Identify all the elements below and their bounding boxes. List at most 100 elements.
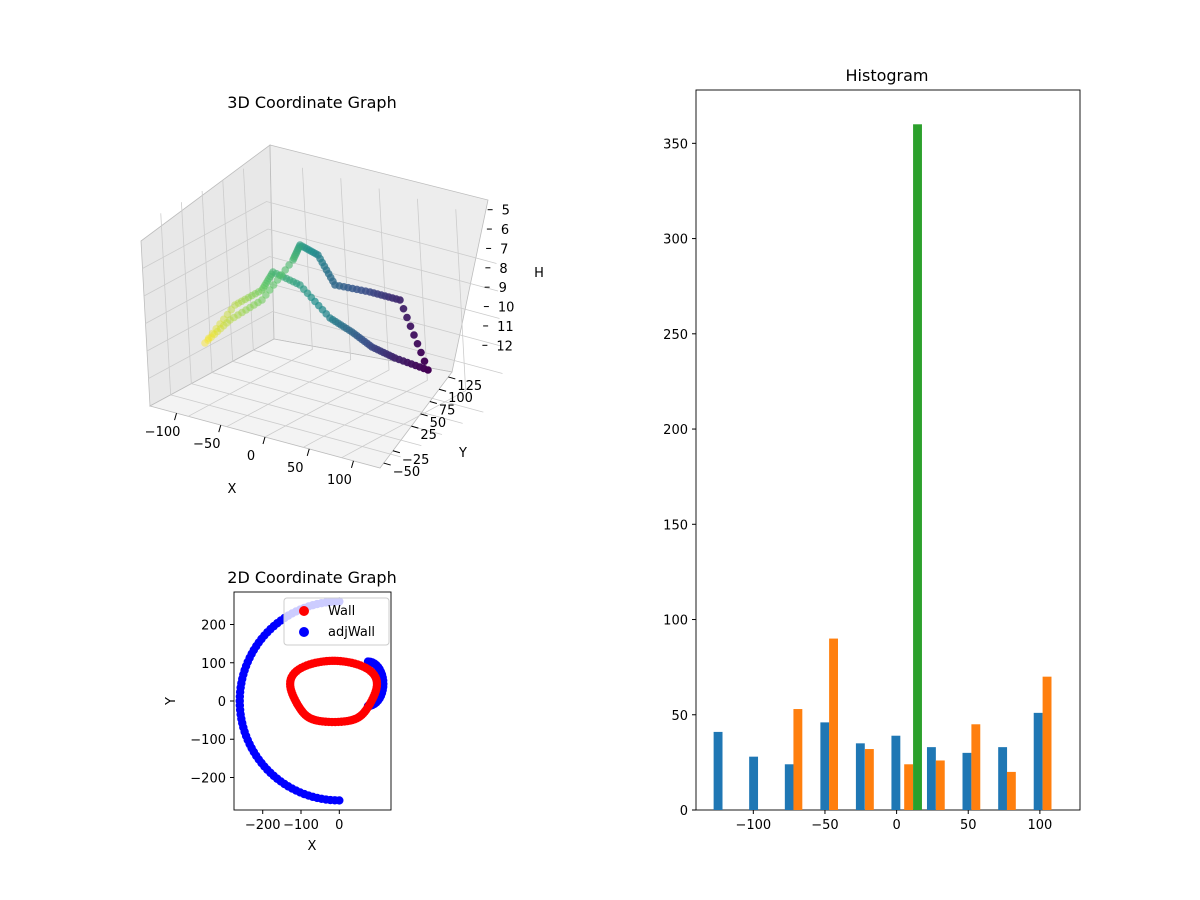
- chart-3d-gridline: [222, 179, 234, 362]
- chart-3d-point: [204, 336, 212, 344]
- chart-3d-ytick-mark: [411, 425, 419, 429]
- chart-3d-xtick-label: 100: [327, 473, 352, 488]
- chart-3d-point: [208, 329, 217, 338]
- chart-3d-title: 3D Coordinate Graph: [227, 93, 396, 112]
- chart-3d-points: [201, 241, 432, 374]
- chart-3d-grid: [142, 167, 503, 459]
- chart-2d-xlabel: X: [308, 839, 317, 854]
- chart-3d-gridline: [181, 202, 192, 384]
- chart-2d-title: 2D Coordinate Graph: [227, 568, 396, 587]
- chart-2d-xtick-label: −200: [245, 818, 281, 833]
- chart-3d-ylabel: Y: [458, 446, 467, 461]
- chart-2d-legend: Wall adjWall: [283, 597, 390, 646]
- histogram-bar-s1-4: [935, 760, 945, 810]
- histogram-bar-s1-0: [793, 709, 803, 810]
- histogram-ytick-label: 250: [663, 328, 688, 343]
- chart-3d-point: [417, 348, 425, 357]
- chart-3d-ztick-label: 8: [499, 262, 507, 277]
- chart-3d: 3D Coordinate Graph −100−50050100−50−252…: [140, 93, 544, 497]
- histogram-plot-area: [695, 89, 1081, 811]
- histogram-bars: [713, 124, 1052, 811]
- chart-3d-point: [212, 324, 221, 333]
- chart-3d-gridline: [253, 349, 484, 413]
- chart-3d-ztick-label: 5: [502, 204, 510, 219]
- histogram-bar-s0-9: [1033, 712, 1043, 810]
- histogram-bar-s1-7: [1042, 676, 1052, 810]
- histogram-xtick-label: −50: [811, 818, 838, 833]
- chart-3d-point: [210, 330, 219, 339]
- chart-3d-ytick-label: 75: [439, 404, 456, 419]
- chart-3d-ztick-label: 10: [498, 301, 515, 316]
- chart-3d-ytick-label: −50: [393, 465, 420, 480]
- chart-3d-point: [420, 357, 429, 366]
- chart-3d-ytick-label: 25: [420, 428, 437, 443]
- chart-3d-point: [219, 321, 228, 330]
- chart-histogram: Histogram −100 −50 0 50 100 0 50 100 150 200 250 30…: [663, 66, 1081, 833]
- chart-3d-point: [406, 322, 415, 331]
- adjwall-point: [335, 796, 344, 805]
- chart-3d-ztick-label: 7: [500, 242, 508, 257]
- histogram-bar-s0-0: [713, 731, 723, 810]
- chart-3d-gridline: [160, 213, 172, 395]
- chart-2d-xtick-label: 0: [335, 818, 343, 833]
- chart-3d-ticks: −100−50050100−50−25255075100125567891011…: [145, 204, 515, 488]
- chart-3d-xtick-label: −100: [145, 425, 181, 440]
- histogram-bar-s0-1: [749, 756, 759, 810]
- chart-3d-xtick-mark: [174, 413, 178, 421]
- chart-3d-point: [413, 339, 422, 348]
- histogram-ytick-label: 50: [671, 709, 688, 724]
- histogram-xtick-label: −100: [735, 818, 771, 833]
- chart-3d-gridline: [341, 209, 467, 459]
- chart-3d-xtick-mark: [306, 448, 310, 457]
- chart-3d-point: [204, 334, 213, 343]
- chart-3d-point: [399, 304, 408, 313]
- histogram-bar-s1-3: [904, 764, 914, 810]
- histogram-xtick-label: 0: [892, 818, 900, 833]
- histogram-bar-s1-2: [864, 749, 874, 810]
- histogram-xtick-label: 50: [960, 818, 977, 833]
- chart-3d-gridline: [243, 168, 254, 351]
- chart-2d-ylabel: Y: [164, 697, 179, 706]
- histogram-bar-s0-3: [820, 722, 830, 810]
- chart-3d-xtick-mark: [218, 424, 222, 433]
- legend-marker-adjwall: [299, 627, 309, 637]
- histogram-ytick-label: 350: [663, 137, 688, 152]
- histogram-ytick-label: 100: [663, 614, 688, 629]
- chart-2d-ytick-label: 0: [218, 695, 226, 710]
- chart-3d-gridline: [142, 201, 497, 269]
- histogram-ytick-label: 300: [663, 233, 688, 248]
- histogram-bar-s0-4: [855, 743, 865, 810]
- chart-3d-point: [424, 366, 432, 374]
- chart-3d-ztick-label: 11: [497, 320, 514, 335]
- chart-3d-point: [403, 313, 411, 322]
- chart-3d-xtick-label: 0: [247, 449, 255, 464]
- chart-3d-point: [216, 324, 225, 333]
- chart-2d-ytick-label: 200: [201, 619, 226, 634]
- chart-3d-point: [201, 339, 209, 347]
- chart-3d-ytick-label: 125: [457, 379, 482, 394]
- chart-3d-gridline: [143, 228, 499, 297]
- histogram-bar-s2-0: [913, 124, 922, 811]
- chart-3d-ztick-label: 12: [496, 339, 513, 354]
- chart-3d-gridline: [303, 198, 428, 448]
- histogram-ytick-label: 200: [663, 423, 688, 438]
- wall-point: [370, 689, 379, 699]
- histogram-ticks: −100 −50 0 50 100 0 50 100 150 200 250 300 350: [663, 137, 1052, 833]
- chart-3d-xlabel: X: [228, 482, 237, 497]
- chart-3d-ytick-label: 100: [448, 391, 473, 406]
- chart-3d-point: [216, 320, 224, 328]
- chart-3d-ytick-mark: [392, 450, 401, 454]
- legend-marker-wall: [299, 606, 309, 616]
- chart-3d-ytick-mark: [429, 401, 437, 405]
- chart-3d-point: [223, 319, 231, 327]
- histogram-ytick-label: 150: [663, 518, 688, 533]
- chart-3d-ytick-mark: [448, 376, 456, 380]
- chart-3d-xtick-mark: [350, 460, 354, 468]
- chart-3d-ztick-label: 6: [501, 223, 509, 238]
- chart-3d-ytick-label: −25: [402, 453, 429, 468]
- histogram-bar-s1-1: [829, 638, 838, 810]
- histogram-bar-s1-6: [1006, 771, 1016, 810]
- chart-3d-ytick-label: 50: [430, 416, 447, 431]
